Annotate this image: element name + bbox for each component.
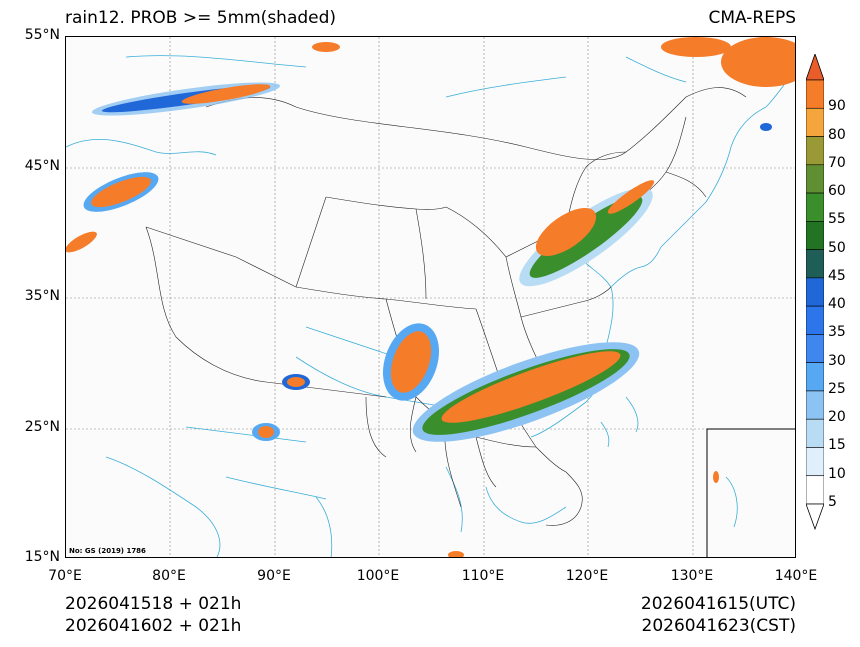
- colorbar-segment: [806, 79, 824, 109]
- valid-time-utc: 2026041615(UTC): [640, 594, 796, 614]
- colorbar-tick-label: 45: [828, 267, 846, 284]
- inset-box: [706, 428, 795, 557]
- lon-label: 140°E: [774, 568, 818, 584]
- model-name: CMA-REPS: [708, 8, 796, 28]
- colorbar-segment: [806, 475, 824, 505]
- colorbar-tick-label: 5: [828, 494, 837, 510]
- colorbar-tick-label: 50: [828, 239, 846, 256]
- lon-label: 100°E: [356, 568, 400, 584]
- colorbar-tick-label: 80: [828, 126, 846, 143]
- colorbar: [806, 54, 824, 530]
- probability-shading: [66, 37, 795, 557]
- colorbar-segment: [806, 418, 824, 448]
- colorbar-tick-label: 25: [828, 380, 846, 397]
- colorbar-tick-label: 35: [828, 324, 846, 341]
- colorbar-segment: [806, 107, 824, 137]
- lat-label: 45°N: [24, 158, 60, 174]
- lat-label: 55°N: [24, 27, 60, 43]
- valid-time-cst: 2026041623(CST): [641, 616, 796, 636]
- lon-label: 90°E: [257, 568, 291, 584]
- colorbar-tick-label: 30: [828, 352, 846, 369]
- init-time-cst: 2026041602 + 021h: [65, 616, 242, 636]
- colorbar-tick-label: 70: [828, 154, 846, 171]
- colorbar-segment: [806, 221, 824, 250]
- colorbar-tick-label: 60: [828, 183, 846, 200]
- lon-label: 110°E: [461, 568, 505, 584]
- colorbar-segment: [806, 192, 824, 222]
- init-time-utc: 2026041518 + 021h: [65, 594, 242, 614]
- borders: [145, 87, 747, 526]
- lon-label: 70°E: [48, 568, 82, 584]
- colorbar-top-arrow: [806, 54, 824, 81]
- lat-label: 35°N: [24, 288, 60, 304]
- colorbar-segment: [806, 305, 824, 335]
- colorbar-segment: [806, 390, 824, 420]
- lat-label: 25°N: [24, 419, 60, 435]
- colorbar-segment: [806, 249, 824, 279]
- colorbar-tick-label: 55: [828, 211, 846, 228]
- colorbar-segments: [806, 79, 824, 505]
- colorbar-segment: [806, 447, 824, 477]
- colorbar-tick-label: 15: [828, 437, 846, 454]
- lon-label: 120°E: [565, 568, 609, 584]
- colorbar-segment: [806, 136, 824, 166]
- colorbar-tick-label: 40: [828, 296, 846, 313]
- map-canvas: [66, 37, 795, 557]
- map-review-number: No: GS (2019) 1786: [69, 547, 146, 555]
- chart-title: rain12. PROB >= 5mm(shaded): [65, 8, 337, 28]
- colorbar-tick-label: 20: [828, 409, 846, 426]
- colorbar-tick-label: 10: [828, 465, 846, 482]
- colorbar-segment: [806, 362, 824, 392]
- coastlines: [66, 55, 795, 557]
- lon-label: 80°E: [152, 568, 186, 584]
- map-panel[interactable]: [65, 36, 796, 558]
- colorbar-tick-label: 90: [828, 98, 846, 115]
- lat-label: 15°N: [24, 549, 60, 565]
- colorbar-segment: [806, 277, 824, 307]
- colorbar-segment: [806, 334, 824, 363]
- colorbar-bottom-arrow: [806, 503, 824, 530]
- lon-label: 130°E: [670, 568, 714, 584]
- graticule: [66, 37, 795, 557]
- colorbar-segment: [806, 164, 824, 194]
